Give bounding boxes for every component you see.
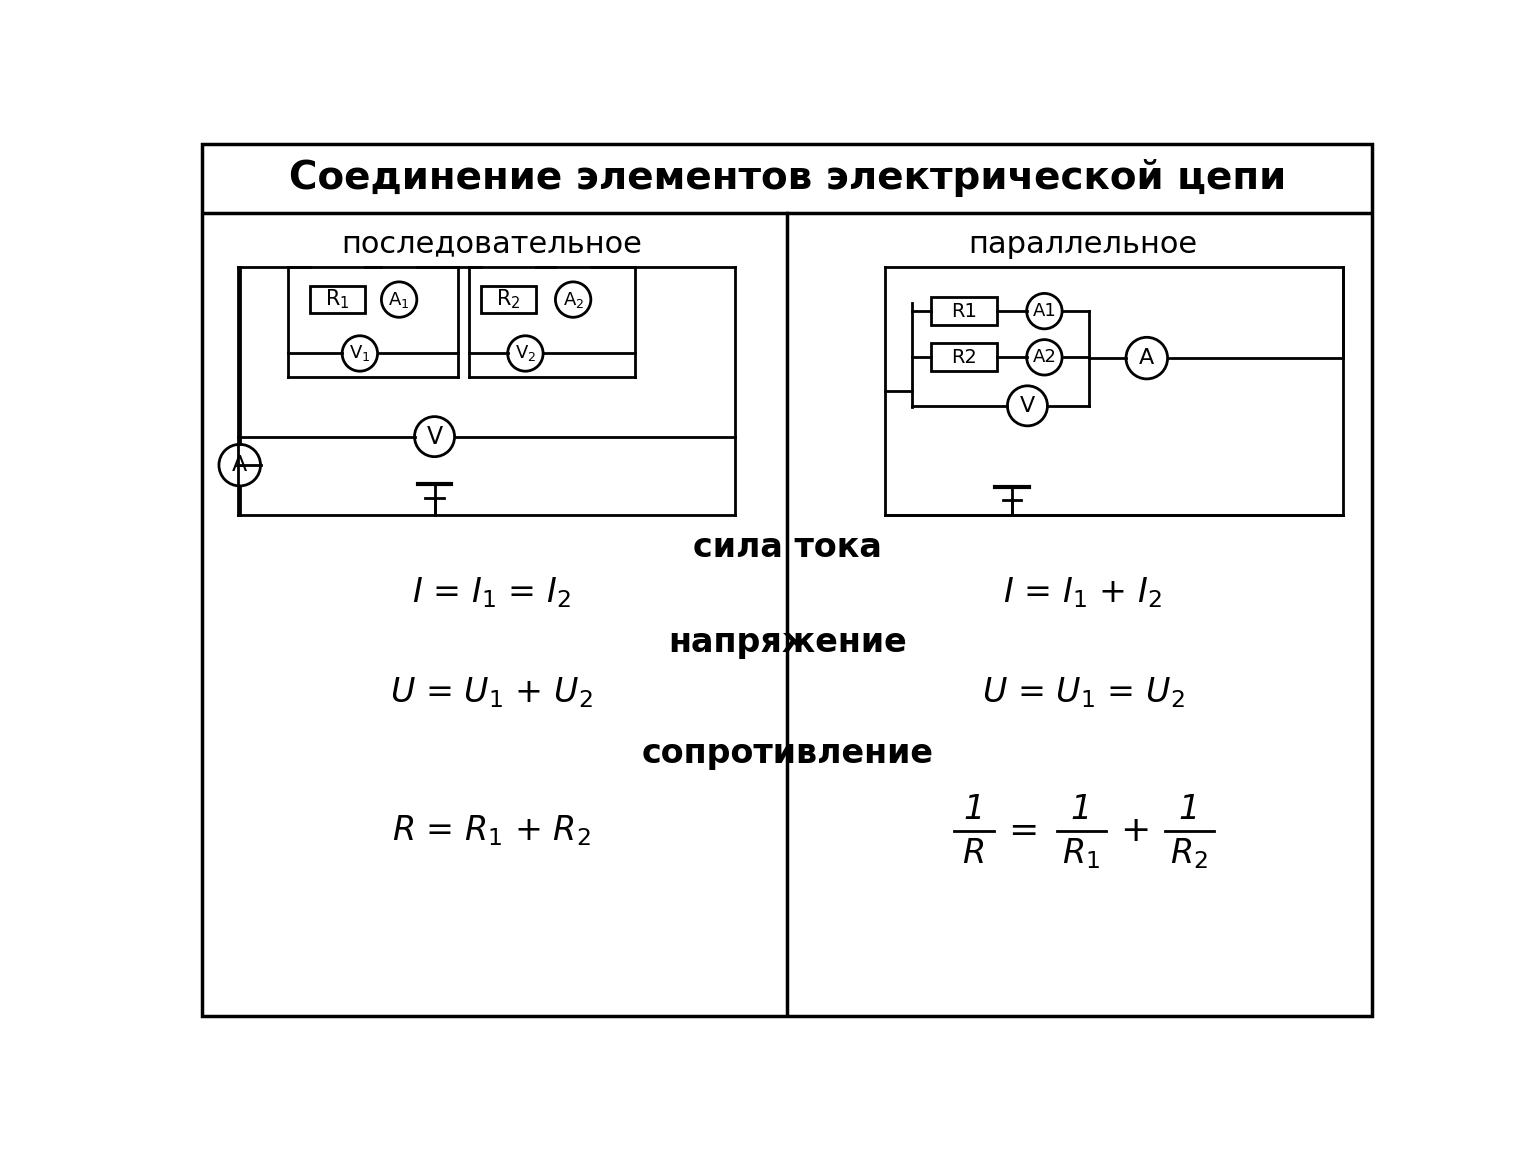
Text: сила тока: сила тока: [693, 531, 882, 564]
Circle shape: [220, 445, 261, 486]
Text: +: +: [1120, 813, 1150, 848]
Text: U = U$_1$ = U$_2$: U = U$_1$ = U$_2$: [982, 674, 1184, 710]
Circle shape: [508, 336, 544, 371]
FancyBboxPatch shape: [931, 344, 997, 371]
Text: напряжение: напряжение: [668, 626, 906, 658]
Circle shape: [415, 417, 455, 456]
Circle shape: [1126, 338, 1167, 379]
Text: R = R$_1$ + R$_2$: R = R$_1$ + R$_2$: [392, 813, 591, 848]
Text: R$_2$: R$_2$: [1170, 836, 1209, 871]
Text: A$_2$: A$_2$: [562, 290, 584, 309]
Text: параллельное: параллельное: [968, 230, 1198, 259]
Circle shape: [343, 336, 378, 371]
Text: A$_1$: A$_1$: [389, 290, 410, 309]
FancyBboxPatch shape: [931, 298, 997, 325]
Text: 1: 1: [963, 793, 985, 826]
Text: Соединение элементов электрической цепи: Соединение элементов электрической цепи: [289, 159, 1286, 196]
Text: V$_2$: V$_2$: [515, 344, 536, 363]
Text: A2: A2: [1032, 348, 1057, 367]
Text: 1: 1: [1071, 793, 1092, 826]
Text: R$_2$: R$_2$: [496, 287, 521, 311]
Text: I = I$_1$ = I$_2$: I = I$_1$ = I$_2$: [412, 574, 571, 609]
Text: V: V: [1020, 396, 1035, 416]
Text: V: V: [427, 425, 442, 448]
Text: A1: A1: [1032, 302, 1057, 321]
Circle shape: [1008, 386, 1048, 426]
Circle shape: [556, 282, 591, 317]
Text: сопротивление: сопротивление: [641, 738, 934, 770]
Text: R2: R2: [951, 348, 977, 367]
Text: U = U$_1$ + U$_2$: U = U$_1$ + U$_2$: [390, 674, 593, 710]
Text: R1: R1: [951, 302, 977, 321]
Text: последовательное: последовательное: [341, 230, 642, 259]
FancyBboxPatch shape: [481, 286, 536, 314]
FancyBboxPatch shape: [310, 286, 366, 314]
Circle shape: [1026, 293, 1061, 329]
Circle shape: [381, 282, 416, 317]
Text: I = I$_1$ + I$_2$: I = I$_1$ + I$_2$: [1003, 574, 1163, 609]
Text: V$_1$: V$_1$: [349, 344, 370, 363]
Text: R$_1$: R$_1$: [1063, 836, 1100, 871]
Text: =: =: [1009, 813, 1038, 848]
Text: A: A: [1140, 348, 1155, 368]
Circle shape: [1026, 340, 1061, 375]
Text: 1: 1: [1178, 793, 1200, 826]
Text: R$_1$: R$_1$: [326, 287, 350, 311]
Text: R: R: [962, 838, 985, 871]
Text: A: A: [232, 455, 247, 476]
